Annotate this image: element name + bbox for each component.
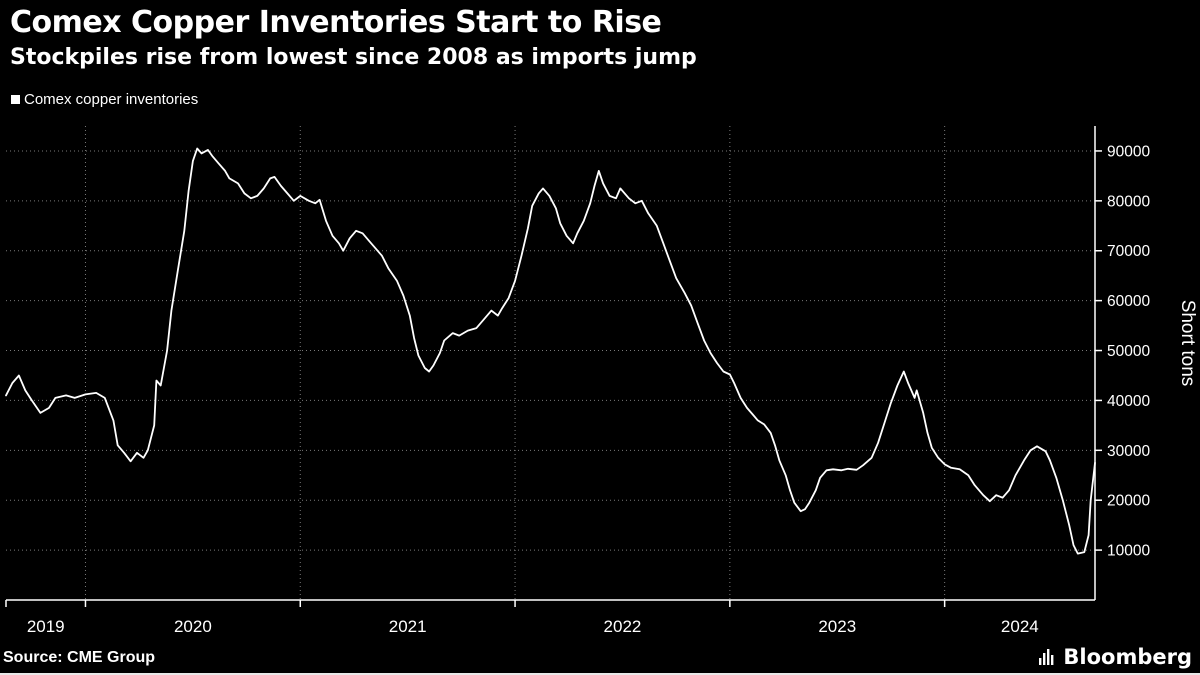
- chart-title: Comex Copper Inventories Start to Rise: [10, 5, 662, 40]
- chart-subtitle: Stockpiles rise from lowest since 2008 a…: [10, 45, 697, 70]
- legend-square-marker-icon: [11, 95, 20, 104]
- bloomberg-logo: Bloomberg: [1037, 645, 1192, 669]
- source-label: Source: CME Group: [3, 649, 156, 666]
- bloomberg-bars-icon: [1039, 649, 1054, 665]
- y-tick-label-20000: 20000: [1107, 493, 1150, 510]
- y-tick-label-40000: 40000: [1107, 393, 1150, 410]
- x-tick-label-2021: 2021: [389, 617, 427, 636]
- footer: Source: CME Group Bloomberg: [0, 645, 1200, 669]
- x-tick-label-2020: 2020: [174, 617, 212, 636]
- x-tick-label-2023: 2023: [818, 617, 856, 636]
- y-tick-label-10000: 10000: [1107, 543, 1150, 560]
- y-tick-label-80000: 80000: [1107, 193, 1150, 210]
- y-tick-label-50000: 50000: [1107, 343, 1150, 360]
- legend-label: Comex copper inventories: [24, 91, 199, 108]
- y-tick-label-30000: 30000: [1107, 443, 1150, 460]
- x-tick-label-2022: 2022: [604, 617, 642, 636]
- x-tick-label-2019: 2019: [27, 617, 65, 636]
- bottom-border: [0, 673, 1200, 675]
- y-tick-label-90000: 90000: [1107, 143, 1150, 160]
- series-line-0: [5, 147, 1096, 555]
- y-tick-label-70000: 70000: [1107, 243, 1150, 260]
- bloomberg-wordmark: Bloomberg: [1063, 645, 1192, 669]
- legend: Comex copper inventories: [11, 91, 198, 108]
- y-tick-label-60000: 60000: [1107, 293, 1150, 310]
- y-axis-title: Short tons: [1177, 300, 1198, 387]
- x-tick-label-2024: 2024: [1001, 617, 1039, 636]
